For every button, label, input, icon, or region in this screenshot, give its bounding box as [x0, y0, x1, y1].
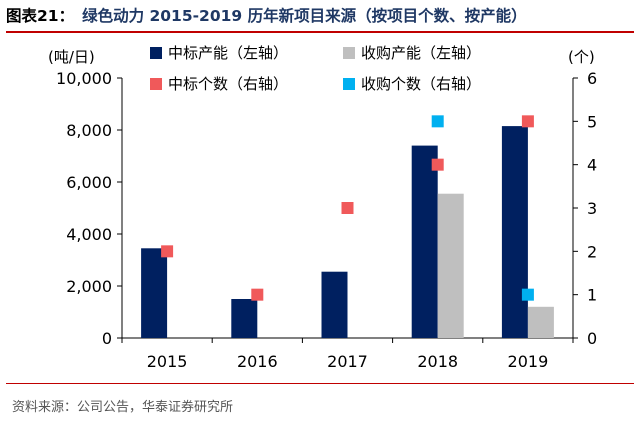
x-axis-tick-label: 2016: [237, 352, 278, 371]
right-axis-tick-label: 0: [587, 329, 597, 348]
legend-swatch: [150, 47, 162, 59]
bar: [321, 271, 348, 338]
x-axis-tick-label: 2018: [417, 352, 458, 371]
bar: [437, 193, 464, 338]
legend-swatch: [150, 78, 162, 90]
legend-swatch: [343, 47, 355, 59]
source-rule: [6, 383, 634, 384]
left-axis-tick-label: 6,000: [66, 173, 112, 192]
x-axis-tick-label: 2015: [147, 352, 188, 371]
right-axis-tick-label: 5: [587, 112, 597, 131]
right-axis-tick-label: 6: [587, 69, 597, 88]
left-axis-unit: (吨/日): [48, 48, 95, 66]
x-axis-tick-label: 2019: [508, 352, 549, 371]
point: [251, 288, 264, 301]
bar: [501, 126, 528, 338]
source-note: 资料来源：公司公告，华泰证券研究所: [12, 400, 234, 415]
left-axis-tick-label: 8,000: [66, 121, 112, 140]
right-axis-tick-label: 3: [587, 199, 597, 218]
left-axis-tick-label: 4,000: [66, 225, 112, 244]
legend-label: 中标产能（左轴）: [168, 44, 288, 62]
legend-label: 收购个数（右轴）: [361, 75, 481, 93]
point: [431, 158, 444, 171]
x-axis-tick-label: 2017: [327, 352, 368, 371]
left-axis-tick-label: 0: [102, 329, 112, 348]
point: [521, 115, 534, 128]
bar: [411, 145, 438, 338]
figure-title: 图表21： 绿色动力 2015-2019 历年新项目来源（按项目个数、按产能）: [6, 4, 634, 30]
figure-number: 图表21：: [6, 7, 75, 25]
point: [431, 115, 444, 128]
legend-label: 收购产能（左轴）: [361, 44, 481, 62]
point: [161, 245, 174, 258]
title-rule: [6, 31, 634, 33]
right-axis-tick-label: 2: [587, 242, 597, 261]
bar: [141, 248, 168, 338]
right-axis-unit: (个): [568, 48, 595, 66]
left-axis-tick-label: 10,000: [56, 69, 112, 88]
figure-title-text: 绿色动力 2015-2019 历年新项目来源（按项目个数、按产能）: [82, 7, 527, 25]
bar: [527, 306, 554, 338]
point: [521, 288, 534, 301]
left-axis-tick-label: 2,000: [66, 277, 112, 296]
bar: [231, 299, 258, 338]
legend-swatch: [343, 78, 355, 90]
legend-label: 中标个数（右轴）: [168, 75, 288, 93]
right-axis-tick-label: 4: [587, 156, 597, 175]
point: [341, 202, 354, 214]
right-axis-tick-label: 1: [587, 286, 597, 305]
